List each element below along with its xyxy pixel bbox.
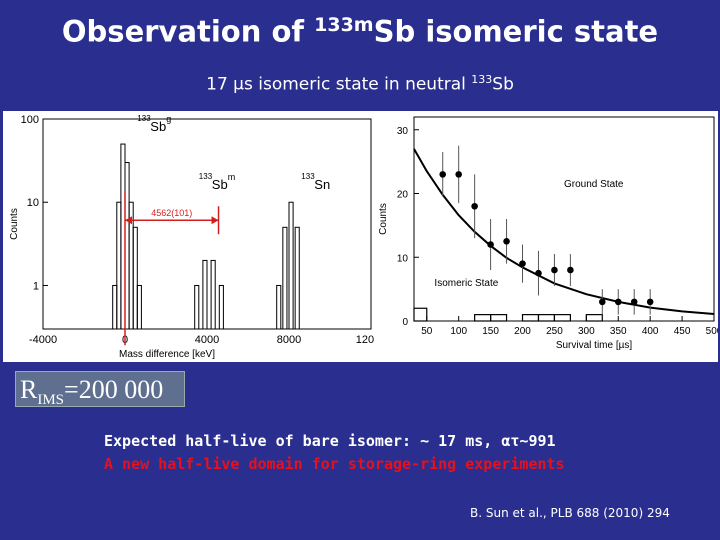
- data-point: [551, 266, 558, 274]
- x-tick-label: 50: [421, 326, 433, 337]
- annotation-label: 4562(101): [151, 208, 192, 218]
- histogram-bar: [136, 284, 142, 330]
- peak-label-element: Sb: [212, 177, 228, 192]
- data-point: [614, 298, 622, 306]
- y-tick-label: 100: [21, 114, 39, 126]
- slide-subtitle: 17 µs isomeric state in neutral 133Sb: [206, 73, 514, 95]
- x-tick-label: 200: [514, 326, 531, 337]
- isomeric-histogram-bar: [553, 314, 571, 322]
- histogram-bar: [210, 259, 216, 330]
- isomeric-histogram-bar: [585, 314, 603, 322]
- x-tick-label: 250: [546, 326, 563, 337]
- data-point: [535, 269, 542, 277]
- fit-curve: [413, 148, 715, 315]
- y-tick-label: 0: [402, 317, 408, 328]
- peak-label-mass: 133: [301, 172, 315, 181]
- peak-label-element: Sb: [150, 119, 166, 134]
- isomeric-histogram-bar: [489, 314, 508, 322]
- data-point: [439, 171, 447, 178]
- x-tick-label: 400: [642, 326, 659, 337]
- histogram-bar: [112, 284, 118, 330]
- x-tick-label: 150: [482, 326, 499, 337]
- x-tick-label: 100: [450, 326, 467, 337]
- legend-ground-state: Ground State: [564, 179, 624, 190]
- histogram-bar: [218, 284, 224, 330]
- data-point: [471, 202, 478, 210]
- x-tick-label: -4000: [29, 334, 57, 346]
- histogram-bar: [202, 259, 208, 330]
- peak-label-mass: 133: [137, 114, 151, 123]
- data-point: [503, 238, 510, 245]
- histogram-bar: [288, 201, 294, 330]
- new-domain-text: A new half-live domain for storage-ring …: [104, 455, 565, 473]
- slide-title: Observation of 133mSb isomeric state: [61, 14, 659, 49]
- histogram-bar: [132, 226, 138, 330]
- data-point: [646, 298, 654, 306]
- isomeric-histogram-bar: [413, 307, 428, 322]
- peak-label-state: m: [228, 172, 236, 182]
- survival-time-chart-panel: 0 10 20 30 50 100 150 200 250 300 350 400 450 500 Grou…: [374, 111, 720, 362]
- survival-time-chart: 0 10 20 30 50 100 150 200 250 300 350 400 450 500 Grou…: [378, 116, 720, 351]
- data-point: [487, 241, 494, 248]
- x-tick-label: 12000: [356, 334, 375, 346]
- data-point: [630, 298, 638, 306]
- isomeric-histogram-bar: [474, 314, 492, 322]
- histogram-bar: [294, 226, 300, 330]
- y-axis-label: Counts: [9, 208, 20, 240]
- x-tick-label: 4000: [195, 334, 219, 346]
- x-tick-label: 8000: [277, 334, 301, 346]
- rims-box: RIMS=200 000: [15, 371, 185, 408]
- data-point: [598, 298, 606, 306]
- mass-difference-chart: 110100-400004000800012000133Sbg133Sbm133…: [9, 114, 386, 360]
- isomeric-histogram-bar: [537, 314, 556, 322]
- annotation-arrow-head-right: [211, 216, 219, 225]
- peak-label-mass: 133: [199, 172, 213, 181]
- x-axis-label: Survival time [µs]: [556, 340, 633, 351]
- annotation-arrow-head-left: [125, 216, 132, 225]
- isomeric-histogram-bar: [521, 314, 540, 322]
- peak-label-state: g: [166, 114, 171, 124]
- x-axis-label: Mass difference [keV]: [119, 349, 215, 360]
- histogram-bar: [116, 201, 122, 330]
- y-tick-label: 10: [27, 197, 39, 209]
- y-axis-label: Counts: [378, 203, 389, 235]
- legend-isomeric-state: Isomeric State: [434, 278, 498, 289]
- y-tick-label: 20: [397, 190, 409, 201]
- y-tick-label: 30: [397, 126, 409, 137]
- x-tick-label: 350: [610, 326, 627, 337]
- data-point: [455, 171, 462, 178]
- peak-label-element: Sn: [314, 177, 330, 192]
- histogram-bar: [194, 284, 200, 330]
- y-tick-label: 1: [33, 280, 39, 292]
- x-tick-label: 300: [578, 326, 595, 337]
- expected-half-life-text: Expected half-live of bare isomer: ~ 17 …: [104, 432, 556, 450]
- x-tick-label: 500: [706, 326, 718, 337]
- data-point: [519, 260, 526, 267]
- mass-difference-chart-panel: 110100-400004000800012000133Sbg133Sbm133…: [3, 111, 386, 362]
- histogram-bar: [276, 284, 282, 330]
- y-tick-label: 10: [397, 253, 409, 264]
- data-point: [567, 266, 574, 274]
- x-tick-label: 450: [674, 326, 691, 337]
- citation: B. Sun et al., PLB 688 (2010) 294: [470, 506, 670, 520]
- histogram-bar: [282, 226, 288, 330]
